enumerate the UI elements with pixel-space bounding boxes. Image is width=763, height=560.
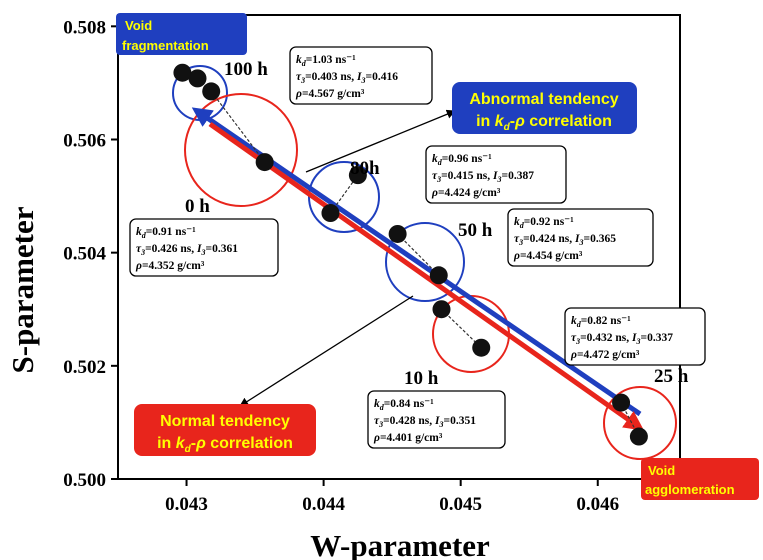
parameter-line: τ3=0.428 ns, I3=0.351 xyxy=(374,415,476,429)
parameter-box: kd=1.03 ns⁻¹ τ3=0.403 ns, I3=0.416 ρ=4.567… xyxy=(289,46,433,105)
x-tick-label: 0.046 xyxy=(576,494,619,515)
y-tick-label: 0.508 xyxy=(63,17,106,38)
parameter-box-frame xyxy=(564,307,706,366)
parameter-box: kd=0.84 ns⁻¹ τ3=0.428 ns, I3=0.351 ρ=4.401… xyxy=(367,390,506,449)
x-tick-label: 0.044 xyxy=(302,494,345,515)
y-tick-label: 0.502 xyxy=(63,357,106,378)
normal-tendency-line1: Normal tendency xyxy=(160,413,290,430)
data-point xyxy=(629,427,648,446)
parameter-line: kd=1.03 ns⁻¹ xyxy=(296,54,356,68)
parameter-line: kd=0.96 ns⁻¹ xyxy=(432,153,492,167)
normal-tendency-line2: in kd-ρ correlation xyxy=(157,435,293,455)
time-label-10h: 10 h xyxy=(404,368,439,389)
connector-line xyxy=(441,308,482,349)
parameter-box: kd=0.91 ns⁻¹ τ3=0.426 ns, I3=0.361 ρ=4.352… xyxy=(129,218,279,277)
normal-trend-arrow xyxy=(208,121,645,431)
time-label-50h: 50 h xyxy=(458,220,493,241)
cluster-circle-red-0h xyxy=(184,93,298,207)
time-label-80h: 80h xyxy=(350,158,380,179)
x-tick-label: 0.043 xyxy=(165,494,208,515)
plot-frame xyxy=(117,14,681,480)
parameter-line: τ3=0.426 ns, I3=0.361 xyxy=(136,243,238,257)
parameter-line: ρ=4.401 g/cm³ xyxy=(373,432,443,444)
y-axis: 0.500 0.502 0.504 0.506 0.508 xyxy=(63,17,118,491)
data-point xyxy=(429,266,448,285)
parameter-box-frame xyxy=(507,208,654,267)
void-agglomeration-tag: Void agglomeration xyxy=(641,458,759,500)
x-axis-title: W-parameter xyxy=(310,528,490,560)
parameter-line: ρ=4.352 g/cm³ xyxy=(135,260,205,272)
parameter-box-frame xyxy=(367,390,506,449)
void-agglomeration-line2: agglomeration xyxy=(645,482,735,497)
time-labels: 100 h 80h 0 h 50 h 25 h 10 h xyxy=(185,59,689,389)
parameter-line: ρ=4.567 g/cm³ xyxy=(295,88,365,100)
parameter-line: kd=0.92 ns⁻¹ xyxy=(514,216,574,230)
normal-tendency-box: Normal tendency in kd-ρ correlation xyxy=(134,404,316,456)
data-point xyxy=(388,224,407,243)
parameter-box-frame xyxy=(425,145,567,204)
y-tick-label: 0.504 xyxy=(63,244,106,265)
parameter-line: kd=0.91 ns⁻¹ xyxy=(136,226,196,240)
data-point xyxy=(173,63,192,82)
void-fragmentation-line1: Void xyxy=(125,18,152,33)
x-tick-label: 0.045 xyxy=(439,494,482,515)
abnormal-pointer-arrow xyxy=(305,109,456,173)
parameter-boxes: kd=1.03 ns⁻¹ τ3=0.403 ns, I3=0.416 ρ=4.567… xyxy=(129,46,706,449)
data-point xyxy=(321,204,340,223)
void-agglomeration-line1: Void xyxy=(648,463,675,478)
abnormal-tendency-box: Abnormal tendency in kd-ρ correlation xyxy=(452,82,637,134)
parameter-box: kd=0.82 ns⁻¹ τ3=0.432 ns, I3=0.337 ρ=4.472… xyxy=(564,307,706,366)
x-axis: 0.043 0.044 0.045 0.046 xyxy=(165,479,619,515)
data-point xyxy=(202,82,221,101)
data-point xyxy=(432,300,451,319)
parameter-line: kd=0.84 ns⁻¹ xyxy=(374,398,434,412)
parameter-box: kd=0.96 ns⁻¹ τ3=0.415 ns, I3=0.387 ρ=4.424… xyxy=(425,145,567,204)
parameter-line: τ3=0.424 ns, I3=0.365 xyxy=(514,233,616,247)
cluster-circle-blue-50h xyxy=(385,222,465,302)
parameter-line: ρ=4.424 g/cm³ xyxy=(431,187,501,199)
parameter-box: kd=0.92 ns⁻¹ τ3=0.424 ns, I3=0.365 ρ=4.454… xyxy=(507,208,654,267)
normal-pointer-arrow xyxy=(239,295,414,407)
data-point xyxy=(255,153,274,172)
parameter-line: τ3=0.415 ns, I3=0.387 xyxy=(432,170,534,184)
y-axis-title: S-parameter xyxy=(5,206,40,373)
parameter-line: ρ=4.472 g/cm³ xyxy=(570,349,640,361)
time-label-0h: 0 h xyxy=(185,196,210,217)
parameter-box-frame xyxy=(289,46,433,105)
data-point xyxy=(472,338,491,357)
time-label-100h: 100 h xyxy=(224,59,268,80)
parameter-line: ρ=4.454 g/cm³ xyxy=(513,250,583,262)
data-point xyxy=(348,166,367,185)
void-fragmentation-line2: fragmentation xyxy=(122,38,209,53)
abnormal-tendency-line2: in kd-ρ correlation xyxy=(476,113,612,133)
parameter-box-frame xyxy=(129,218,279,277)
y-tick-label: 0.500 xyxy=(63,470,106,491)
abnormal-tendency-line1: Abnormal tendency xyxy=(469,91,618,108)
parameter-line: τ3=0.403 ns, I3=0.416 xyxy=(296,71,398,85)
data-point xyxy=(188,69,207,88)
parameter-line: τ3=0.432 ns, I3=0.337 xyxy=(571,332,673,346)
void-fragmentation-tag: Void fragmentation xyxy=(116,13,247,55)
data-points xyxy=(173,63,648,446)
cluster-circle-red-25h xyxy=(603,386,677,460)
y-tick-label: 0.506 xyxy=(63,130,106,151)
data-point xyxy=(612,393,631,412)
time-label-25h: 25 h xyxy=(654,366,689,387)
parameter-line: kd=0.82 ns⁻¹ xyxy=(571,315,631,329)
